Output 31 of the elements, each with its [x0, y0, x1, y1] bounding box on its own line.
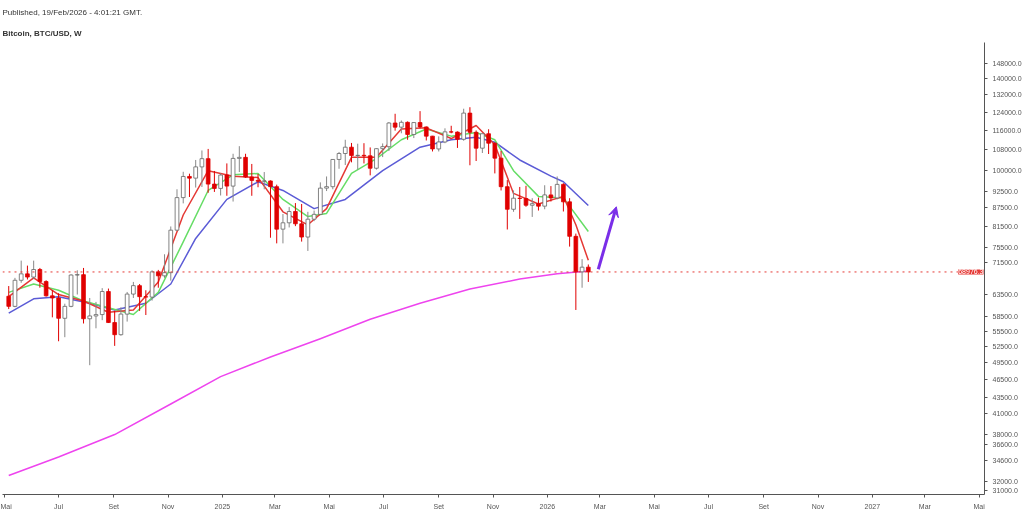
candlestick — [405, 120, 410, 141]
candlestick — [548, 185, 554, 203]
candlestick — [361, 142, 367, 164]
candlestick — [392, 113, 398, 132]
candlestick — [355, 143, 360, 171]
candlestick — [349, 142, 354, 163]
candlestick — [542, 184, 547, 210]
candlestick — [99, 287, 105, 321]
chart-title: Bitcoin, BTC/USD, W — [2, 28, 83, 38]
candlestick — [162, 253, 167, 279]
candlestick — [473, 129, 479, 162]
candlestick — [305, 211, 311, 252]
candlestick — [56, 292, 61, 342]
candlestick — [18, 260, 24, 284]
candlestick — [224, 162, 230, 197]
candlestick — [579, 258, 585, 289]
candlestick — [37, 267, 43, 289]
candlestick — [480, 133, 485, 154]
candlestick — [62, 303, 68, 338]
candlestick — [187, 173, 192, 198]
candlestick — [529, 197, 535, 218]
candlestick — [218, 172, 223, 196]
candlestick — [280, 213, 286, 244]
candlestick — [180, 171, 186, 204]
candlestick — [6, 285, 11, 310]
candlestick — [367, 146, 373, 176]
candlestick — [118, 306, 124, 337]
candlestick — [511, 189, 516, 213]
candlestick — [286, 206, 292, 228]
candlestick — [467, 106, 473, 166]
text: Published, 19/Feb/2026 - 4:01:21 GMT. — [2, 7, 143, 17]
